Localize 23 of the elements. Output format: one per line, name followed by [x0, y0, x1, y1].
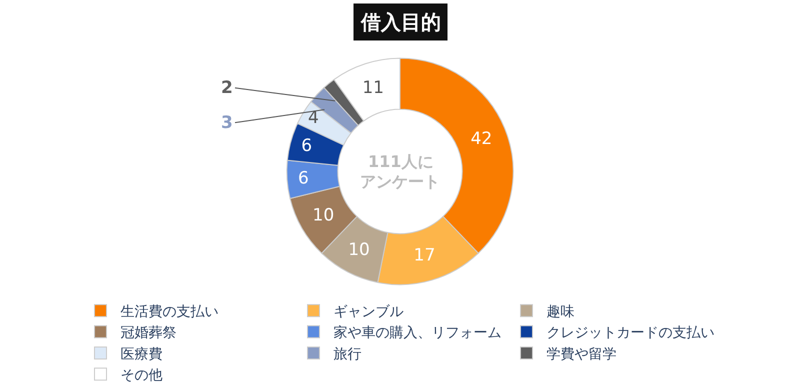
legend-label: ギャンブル: [334, 304, 404, 320]
legend-label: 旅行: [334, 346, 362, 362]
legend-label: 医療費: [120, 346, 162, 362]
legend-label: 生活費の支払い: [120, 304, 218, 320]
data-label: 17: [414, 246, 436, 266]
legend-label: その他: [120, 368, 162, 384]
data-label: 2: [221, 78, 233, 98]
data-label: 11: [362, 78, 384, 98]
legend-label: クレジットカードの支払い: [546, 325, 714, 342]
chart-title: 借入目的: [360, 10, 441, 34]
legend-label: 学費や留学: [546, 346, 616, 362]
data-label: 4: [308, 108, 319, 128]
data-label: 10: [312, 206, 334, 226]
legend-label: 冠婚葬祭: [120, 325, 176, 342]
data-label: 3: [221, 113, 233, 133]
data-label: 6: [301, 136, 312, 156]
legend-label: 趣味: [546, 304, 574, 320]
data-label: 10: [348, 240, 370, 260]
legend-label: 家や車の購入、リフォーム: [334, 325, 502, 342]
data-label: 42: [470, 128, 492, 149]
data-label: 6: [298, 168, 309, 188]
text: アンケート: [360, 172, 440, 191]
text: 111人に: [368, 152, 434, 171]
